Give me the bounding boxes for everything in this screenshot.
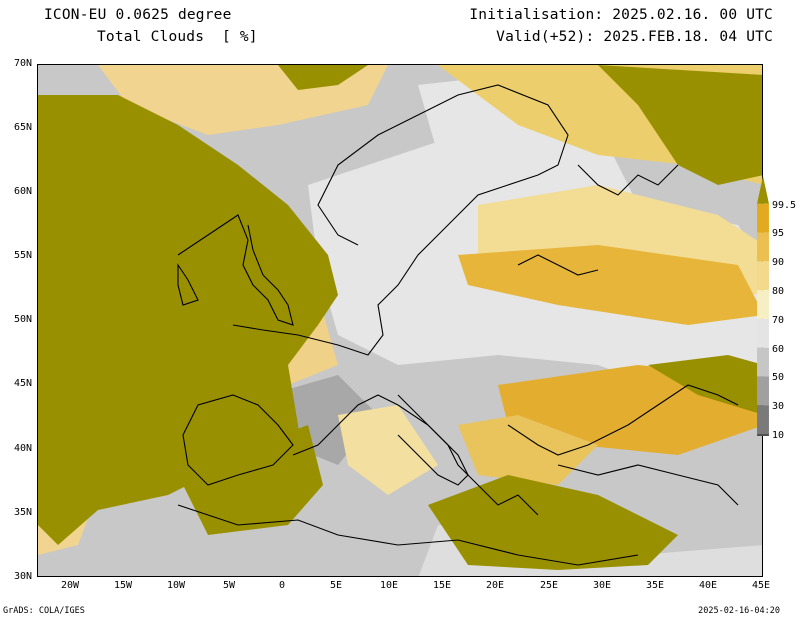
colorbar-segment xyxy=(757,232,769,262)
lat-label-70n: 70N xyxy=(13,58,32,69)
colorbar-label-80: 80 xyxy=(772,286,785,297)
grads-credit: GrADS: COLA/IGES xyxy=(3,606,85,616)
colorbar-label-90: 90 xyxy=(772,257,785,268)
lon-label-25e: 25E xyxy=(539,580,559,591)
lat-label-60n: 60N xyxy=(13,186,32,197)
colorbar-label-30: 30 xyxy=(772,401,785,412)
colorbar-segment xyxy=(757,347,769,377)
render-timestamp: 2025-02-16-04:20 xyxy=(698,606,780,616)
lon-label-20w: 20W xyxy=(60,580,80,591)
lon-label-30e: 30E xyxy=(592,580,612,591)
lon-label-10w: 10W xyxy=(166,580,186,591)
lon-label-35e: 35E xyxy=(645,580,665,591)
init-time: Initialisation: 2025.02.16. 00 UTC xyxy=(469,7,773,23)
colorbar-segment-top xyxy=(757,176,769,204)
lon-label-40e: 40E xyxy=(698,580,718,591)
variable-title: Total Clouds [ %] xyxy=(97,29,258,45)
colorbar-label-50: 50 xyxy=(772,372,785,383)
colorbar-segment xyxy=(757,290,769,319)
colorbar-label-70: 70 xyxy=(772,315,785,326)
colorbar-label-95: 95 xyxy=(772,228,785,239)
colorbar-segment xyxy=(757,434,769,436)
cloud-map xyxy=(37,64,763,577)
lat-label-65n: 65N xyxy=(13,122,32,133)
lon-label-45e: 45E xyxy=(751,580,771,591)
colorbar xyxy=(757,176,769,436)
colorbar-segment xyxy=(757,203,769,233)
lat-label-45n: 45N xyxy=(13,378,32,389)
valid-time: Valid(+52): 2025.FEB.18. 04 UTC xyxy=(496,29,773,45)
lat-label-55n: 55N xyxy=(13,250,32,261)
colorbar-segment xyxy=(757,318,769,348)
lon-label-0: 0 xyxy=(278,580,286,591)
lon-label-15e: 15E xyxy=(432,580,452,591)
colorbar-segment xyxy=(757,261,769,291)
colorbar-segment xyxy=(757,405,769,435)
lat-label-40n: 40N xyxy=(13,443,32,454)
model-title: ICON-EU 0.0625 degree xyxy=(44,7,232,23)
lat-label-30n: 30N xyxy=(13,571,32,582)
colorbar-label-10: 10 xyxy=(772,430,785,441)
lon-label-10e: 10E xyxy=(379,580,399,591)
colorbar-label-99-5: 99.5 xyxy=(772,200,797,211)
lon-label-5w: 5W xyxy=(222,580,236,591)
lon-label-5e: 5E xyxy=(329,580,343,591)
lat-label-50n: 50N xyxy=(13,314,32,325)
lat-label-35n: 35N xyxy=(13,507,32,518)
colorbar-label-60: 60 xyxy=(772,344,785,355)
lon-label-20e: 20E xyxy=(485,580,505,591)
colorbar-segment xyxy=(757,376,769,406)
lon-label-15w: 15W xyxy=(113,580,133,591)
